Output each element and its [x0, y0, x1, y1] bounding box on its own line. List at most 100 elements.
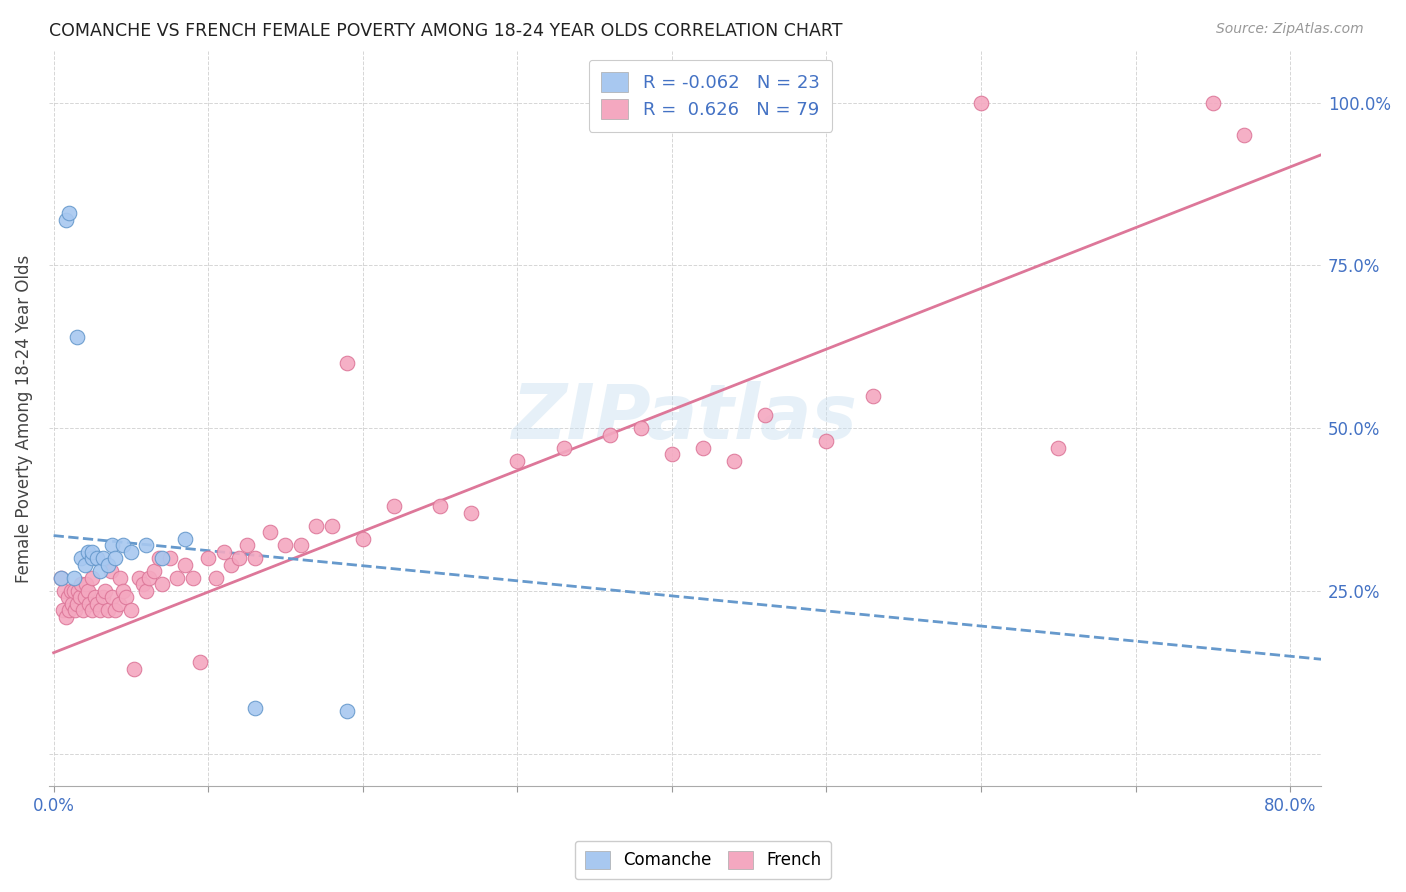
Point: [120, 545, 142, 559]
Point: [86, 551, 108, 566]
Point: [53, 583, 76, 598]
Point: [100, 565, 122, 579]
Point: [97, 603, 120, 617]
Point: [599, 427, 621, 442]
Point: [1233, 128, 1256, 143]
Point: [97, 558, 120, 572]
Point: [91, 591, 114, 605]
Legend: Comanche, French: Comanche, French: [575, 840, 831, 880]
Point: [132, 577, 155, 591]
Point: [135, 538, 157, 552]
Point: [290, 538, 312, 552]
Point: [89, 565, 111, 579]
Point: [70, 551, 93, 566]
Point: [58, 603, 80, 617]
Point: [166, 571, 188, 585]
Point: [91, 551, 114, 566]
Point: [460, 506, 482, 520]
Text: ZIPatlas: ZIPatlas: [512, 382, 858, 456]
Point: [66, 330, 89, 344]
Point: [205, 571, 228, 585]
Point: [62, 583, 84, 598]
Point: [150, 577, 173, 591]
Point: [143, 565, 166, 579]
Point: [197, 551, 219, 566]
Text: Source: ZipAtlas.com: Source: ZipAtlas.com: [1216, 22, 1364, 37]
Point: [862, 389, 884, 403]
Point: [70, 577, 93, 591]
Point: [221, 558, 243, 572]
Point: [174, 532, 197, 546]
Point: [159, 551, 181, 566]
Point: [72, 603, 94, 617]
Point: [76, 583, 98, 598]
Point: [101, 591, 124, 605]
Point: [122, 662, 145, 676]
Point: [970, 95, 993, 110]
Y-axis label: Female Poverty Among 18-24 Year Olds: Female Poverty Among 18-24 Year Olds: [15, 254, 32, 582]
Point: [66, 597, 89, 611]
Point: [174, 558, 197, 572]
Point: [82, 603, 104, 617]
Point: [51, 571, 73, 585]
Point: [135, 583, 157, 598]
Point: [212, 545, 235, 559]
Point: [336, 356, 359, 370]
Point: [150, 551, 173, 566]
Point: [69, 591, 91, 605]
Point: [630, 421, 652, 435]
Point: [190, 656, 212, 670]
Point: [73, 558, 96, 572]
Point: [107, 597, 129, 611]
Point: [101, 538, 124, 552]
Point: [55, 610, 77, 624]
Point: [104, 603, 127, 617]
Point: [1202, 95, 1225, 110]
Point: [89, 603, 111, 617]
Point: [228, 551, 250, 566]
Point: [82, 571, 104, 585]
Point: [76, 545, 98, 559]
Point: [723, 453, 745, 467]
Point: [75, 577, 97, 591]
Point: [58, 206, 80, 220]
Point: [115, 591, 138, 605]
Point: [108, 571, 131, 585]
Point: [86, 597, 108, 611]
Text: COMANCHE VS FRENCH FEMALE POVERTY AMONG 18-24 YEAR OLDS CORRELATION CHART: COMANCHE VS FRENCH FEMALE POVERTY AMONG …: [49, 22, 842, 40]
Point: [692, 441, 714, 455]
Point: [321, 518, 343, 533]
Legend: R = -0.062   N = 23, R =  0.626   N = 79: R = -0.062 N = 23, R = 0.626 N = 79: [589, 60, 832, 132]
Point: [148, 551, 170, 566]
Point: [236, 538, 259, 552]
Point: [112, 538, 135, 552]
Point: [274, 538, 297, 552]
Point: [661, 447, 683, 461]
Point: [82, 551, 104, 566]
Point: [60, 597, 83, 611]
Point: [128, 571, 150, 585]
Point: [93, 583, 115, 598]
Point: [1047, 441, 1070, 455]
Point: [815, 434, 838, 449]
Point: [754, 408, 776, 422]
Point: [65, 603, 87, 617]
Point: [73, 591, 96, 605]
Point: [138, 571, 160, 585]
Point: [55, 213, 77, 227]
Point: [181, 571, 204, 585]
Point: [51, 571, 73, 585]
Point: [52, 603, 75, 617]
Point: [243, 551, 266, 566]
Point: [77, 597, 100, 611]
Point: [84, 591, 107, 605]
Point: [104, 551, 127, 566]
Point: [352, 532, 374, 546]
Point: [553, 441, 575, 455]
Point: [59, 583, 82, 598]
Point: [243, 701, 266, 715]
Point: [429, 500, 451, 514]
Point: [305, 518, 328, 533]
Point: [62, 571, 84, 585]
Point: [120, 603, 142, 617]
